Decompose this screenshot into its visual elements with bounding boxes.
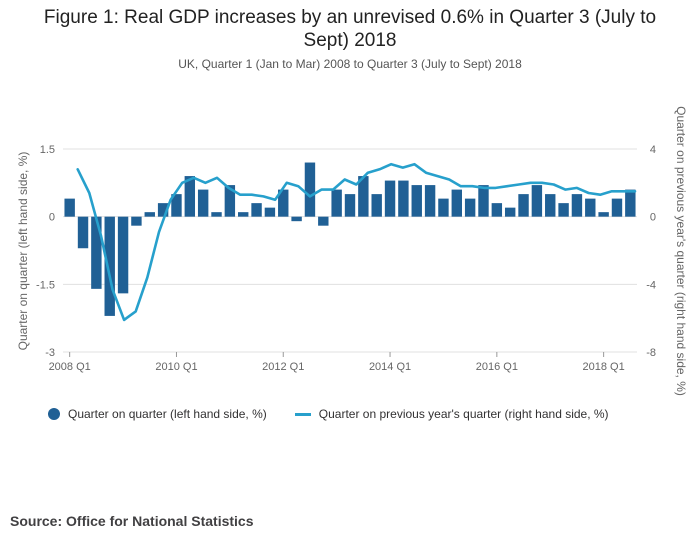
bar [518, 194, 529, 217]
bar [344, 194, 356, 217]
bar [184, 176, 196, 217]
bar [91, 216, 102, 289]
legend-bar-swatch [48, 408, 60, 420]
legend-bar-label: Quarter on quarter (left hand side, %) [68, 407, 267, 421]
bar [424, 185, 436, 217]
legend: Quarter on quarter (left hand side, %) Q… [48, 407, 637, 421]
gridlines [63, 148, 637, 353]
legend-line-label: Quarter on previous year's quarter (righ… [318, 407, 609, 421]
x-tick-label: 2018 Q1 [583, 361, 625, 373]
bar [585, 198, 596, 217]
bar [625, 189, 636, 217]
y-axis-right-label: Quarter on previous year's quarter (righ… [674, 106, 688, 396]
chart-subtitle: UK, Quarter 1 (Jan to Mar) 2008 to Quart… [178, 57, 522, 71]
x-tick-label: 2016 Q1 [476, 361, 518, 373]
bar [531, 185, 543, 217]
series-line [76, 162, 637, 322]
bar [545, 194, 556, 217]
chart-canvas: 1.5 4 0 0 -1.5 -4 -3 -8 2008 Q1 2010 Q1 2012 Q1 201… [16, 106, 688, 396]
y-left-tick-label: -3 [45, 347, 55, 359]
bar [491, 203, 503, 217]
bar [371, 194, 382, 217]
bar [331, 189, 342, 217]
y-right-tick-label: 4 [650, 144, 656, 156]
bar [238, 212, 249, 217]
y-axis-left-label: Quarter on quarter (left hand side, %) [16, 152, 30, 351]
legend-item-line[interactable]: Quarter on previous year's quarter (righ… [294, 407, 609, 421]
source-note: Source: Office for National Statistics [10, 513, 254, 529]
bar [384, 180, 396, 217]
bar [144, 212, 155, 217]
bar [278, 189, 289, 217]
axes: 1.5 4 0 0 -1.5 -4 -3 -8 2008 Q1 2010 Q1 2012 Q1 201… [36, 144, 656, 373]
bar [571, 194, 583, 217]
bar [224, 185, 236, 217]
y-right-tick-label: 0 [650, 212, 656, 224]
bar [264, 207, 276, 217]
line-series [76, 162, 637, 322]
bar [598, 212, 609, 217]
x-tick-label: 2014 Q1 [369, 361, 411, 373]
bar [117, 216, 129, 294]
bar [318, 216, 329, 226]
x-tick-label: 2010 Q1 [155, 361, 197, 373]
bar [157, 203, 169, 217]
bar [464, 198, 476, 217]
bar [291, 216, 302, 222]
bar [197, 189, 209, 217]
bar [558, 203, 569, 217]
bar [64, 198, 75, 217]
bar [611, 198, 623, 217]
bar [504, 207, 516, 217]
bar [304, 162, 316, 217]
bar [77, 216, 89, 249]
bar [171, 194, 182, 217]
legend-line-swatch [294, 412, 311, 416]
bar [358, 176, 369, 217]
chart-title: Figure 1: Real GDP increases by an unrev… [43, 7, 657, 51]
x-tick-label: 2012 Q1 [262, 361, 304, 373]
y-left-tick-label: 0 [49, 212, 55, 224]
bar [211, 212, 222, 217]
y-right-tick-label: -4 [646, 279, 656, 291]
x-tick-label: 2008 Q1 [49, 361, 91, 373]
bar [104, 216, 115, 316]
bar [411, 185, 422, 217]
bar-series [64, 162, 636, 316]
legend-item-bars[interactable]: Quarter on quarter (left hand side, %) [48, 407, 267, 421]
y-left-tick-label: 1.5 [40, 144, 55, 156]
bar [398, 180, 409, 217]
bar [478, 185, 489, 217]
bar [438, 198, 449, 217]
y-left-tick-label: -1.5 [36, 279, 55, 291]
bar [131, 216, 142, 226]
bar [451, 189, 462, 217]
y-right-tick-label: -8 [646, 347, 656, 359]
bar [251, 203, 262, 217]
